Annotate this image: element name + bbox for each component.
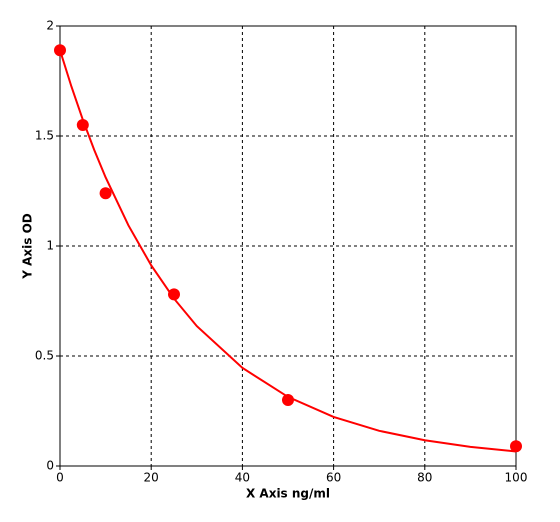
y-tick-label: 0.5 xyxy=(35,349,54,363)
y-axis-title: Y Axis OD xyxy=(21,213,35,280)
y-tick-label: 1 xyxy=(46,239,54,253)
y-tick-label: 1.5 xyxy=(35,129,54,143)
data-point xyxy=(76,119,89,131)
x-tick-label: 40 xyxy=(235,471,250,485)
x-tick-label: 60 xyxy=(326,471,341,485)
x-tick-label: 0 xyxy=(56,471,64,485)
data-point xyxy=(168,288,180,301)
y-tick-label: 0 xyxy=(46,459,54,473)
plot-frame xyxy=(59,25,517,467)
y-tick-label: 2 xyxy=(46,19,54,33)
x-tick-label: 80 xyxy=(417,471,432,485)
data-point xyxy=(54,44,66,57)
data-point xyxy=(510,440,522,453)
x-axis-title: X Axis ng/ml xyxy=(246,487,330,501)
x-tick-label: 100 xyxy=(505,471,528,485)
data-point xyxy=(99,187,112,200)
x-tick-label: 20 xyxy=(144,471,159,485)
fit-curve xyxy=(59,49,517,453)
data-point xyxy=(282,394,294,406)
